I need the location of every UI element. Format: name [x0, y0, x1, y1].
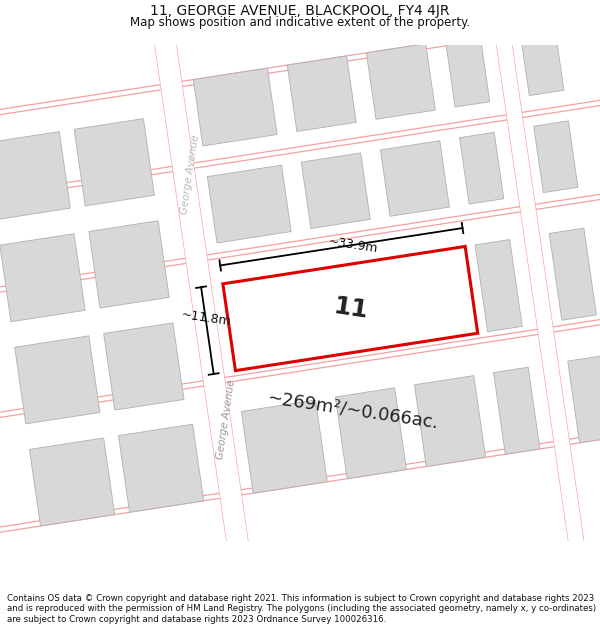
Polygon shape [287, 56, 356, 131]
Polygon shape [0, 234, 85, 322]
Polygon shape [208, 165, 291, 243]
Polygon shape [301, 153, 370, 229]
Polygon shape [494, 368, 540, 454]
Polygon shape [446, 36, 490, 107]
Text: George Avenue: George Avenue [179, 134, 201, 214]
Polygon shape [520, 24, 564, 96]
Text: ~269m²/~0.066ac.: ~269m²/~0.066ac. [266, 388, 439, 432]
Polygon shape [549, 228, 596, 320]
Text: George Avenue: George Avenue [215, 379, 236, 459]
Text: Contains OS data © Crown copyright and database right 2021. This information is : Contains OS data © Crown copyright and d… [7, 594, 596, 624]
Polygon shape [89, 221, 169, 308]
Text: 11: 11 [331, 294, 370, 323]
Polygon shape [104, 323, 184, 410]
Polygon shape [29, 438, 115, 526]
Polygon shape [475, 239, 522, 332]
Polygon shape [241, 400, 328, 493]
Polygon shape [534, 121, 578, 192]
Polygon shape [223, 277, 280, 371]
Polygon shape [460, 132, 504, 204]
Polygon shape [380, 141, 449, 216]
Polygon shape [118, 424, 204, 512]
Text: ~33.9m: ~33.9m [328, 235, 379, 255]
Polygon shape [151, 10, 257, 606]
Polygon shape [74, 119, 154, 206]
Polygon shape [223, 246, 478, 371]
Text: ~11.8m: ~11.8m [180, 308, 232, 329]
Polygon shape [568, 356, 600, 443]
Polygon shape [485, 0, 585, 554]
Polygon shape [335, 388, 406, 479]
Polygon shape [415, 376, 485, 466]
Polygon shape [0, 132, 70, 219]
Text: 11, GEORGE AVENUE, BLACKPOOL, FY4 4JR: 11, GEORGE AVENUE, BLACKPOOL, FY4 4JR [150, 4, 450, 18]
Text: Map shows position and indicative extent of the property.: Map shows position and indicative extent… [130, 16, 470, 29]
Polygon shape [367, 44, 436, 119]
Polygon shape [193, 68, 277, 146]
Polygon shape [14, 336, 100, 424]
